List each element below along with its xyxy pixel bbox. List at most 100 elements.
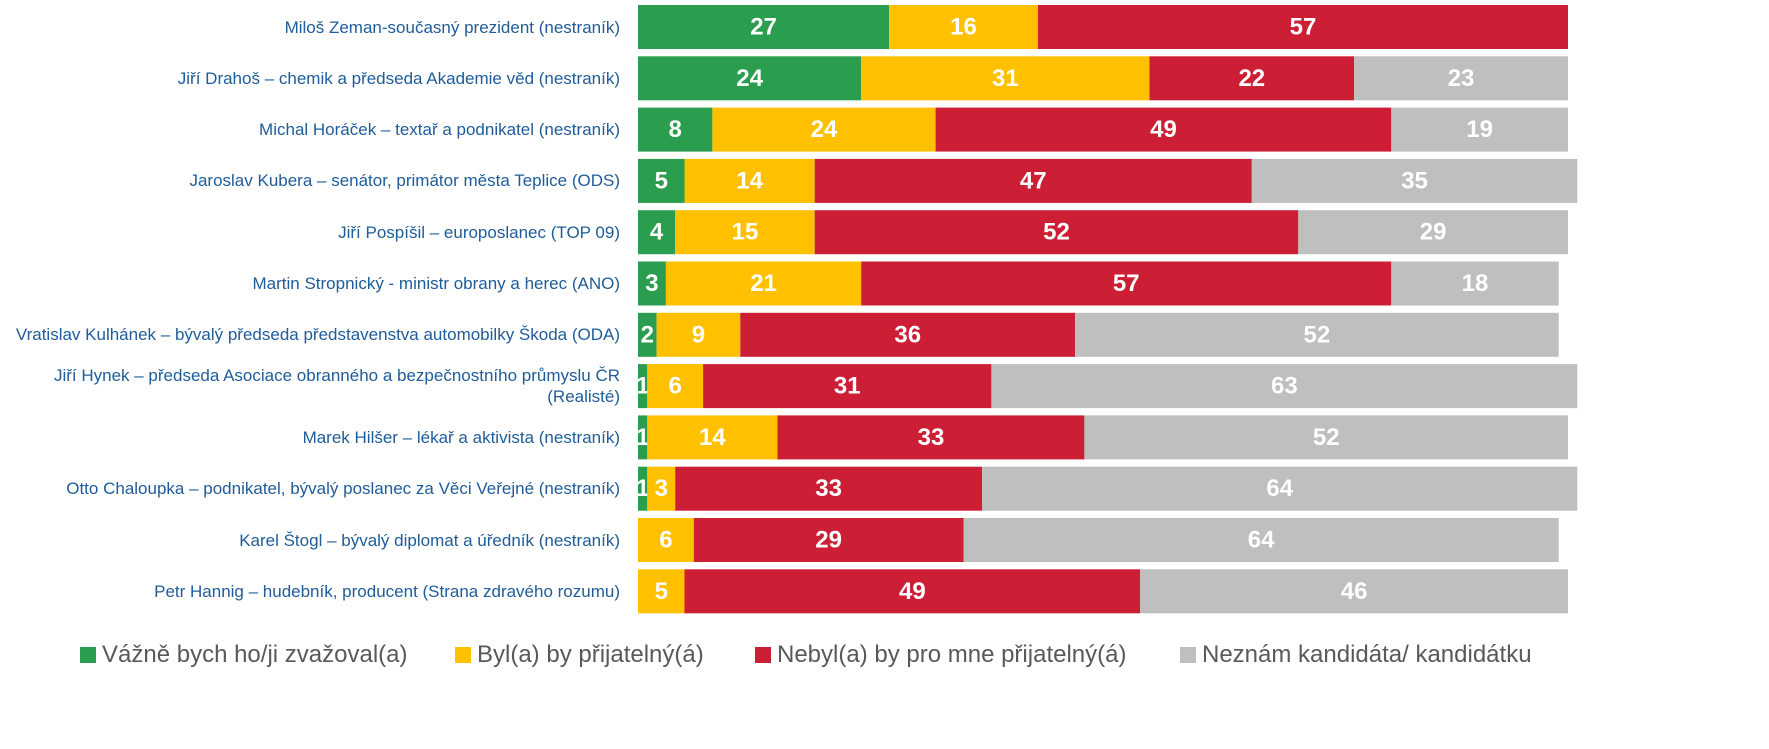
bar-segment — [656, 312, 741, 357]
legend-swatch — [80, 647, 96, 663]
category-label: Karel Štogl – bývalý diplomat a úředník … — [239, 530, 620, 550]
bar-segment — [1251, 158, 1578, 203]
value-label: 24 — [811, 116, 838, 143]
value-label: 5 — [655, 578, 668, 605]
category-label: Vratislav Kulhánek – bývalý předseda pře… — [15, 325, 620, 345]
legend-label: Byl(a) by přijatelný(á) — [477, 641, 704, 668]
bar-segment — [1354, 56, 1568, 101]
value-label: 33 — [918, 424, 945, 451]
category-label: Petr Hannig – hudebník, producent (Stran… — [154, 581, 620, 601]
value-label: 9 — [692, 321, 705, 348]
legend-item: Byl(a) by přijatelný(á) — [455, 640, 704, 670]
bar-segment — [638, 158, 685, 203]
value-label: 29 — [1420, 219, 1447, 246]
value-label: 16 — [950, 14, 977, 41]
bar-segment — [991, 364, 1578, 409]
bar-segment — [638, 56, 862, 101]
value-label: 64 — [1266, 475, 1293, 502]
bar-segment — [777, 415, 1085, 460]
bar-segment — [638, 466, 648, 511]
bar-segment — [861, 261, 1392, 306]
category-label: Otto Chaloupka – podnikatel, bývalý posl… — [66, 479, 620, 499]
legend-item: Vážně bych ho/ji zvažoval(a) — [80, 640, 407, 670]
bar-segment — [638, 107, 713, 152]
bar-segment — [1391, 107, 1568, 152]
value-label: 6 — [669, 373, 682, 400]
category-label: Martin Stropnický - ministr obrany a her… — [252, 274, 621, 293]
category-label: Marek Hilšer – lékař a aktivista (nestra… — [302, 427, 620, 447]
value-label: 64 — [1248, 527, 1275, 554]
legend-swatch — [755, 647, 771, 663]
legend-label: Vážně bych ho/ji zvažoval(a) — [102, 641, 408, 668]
category-label: Miloš Zeman-současný prezident (nestraní… — [284, 17, 620, 37]
value-label: 3 — [645, 270, 658, 297]
value-label: 21 — [750, 270, 777, 297]
category-label: Michal Horáček – textař a podnikatel (ne… — [259, 120, 620, 140]
value-label: 35 — [1401, 167, 1428, 194]
bar-segment — [963, 518, 1559, 562]
value-label: 29 — [815, 527, 842, 554]
bar-segment — [814, 158, 1252, 203]
legend-item: Nebyl(a) by pro mne přijatelný(á) — [755, 640, 1126, 670]
bar-segment — [1037, 5, 1568, 49]
value-label: 52 — [1304, 321, 1331, 348]
value-label: 33 — [815, 475, 842, 502]
value-label: 14 — [736, 167, 763, 194]
value-label: 18 — [1462, 270, 1489, 297]
bar-segment — [861, 56, 1150, 101]
bar-segment — [647, 364, 704, 409]
value-label: 63 — [1271, 373, 1298, 400]
bar-segment — [740, 312, 1076, 357]
value-label: 15 — [732, 219, 759, 246]
value-label: 57 — [1113, 270, 1140, 297]
value-label: 22 — [1238, 65, 1265, 92]
category-label: Jaroslav Kubera – senátor, primátor měst… — [189, 171, 620, 191]
bar-segment — [684, 158, 815, 203]
bar-segment — [638, 364, 648, 409]
bar-segment — [1391, 261, 1559, 306]
category-label: Jiří Hynek – předseda Asociace obranného… — [53, 366, 620, 407]
value-label: 24 — [736, 65, 763, 92]
value-label: 27 — [750, 14, 777, 41]
value-label: 23 — [1448, 65, 1475, 92]
bar-segment — [647, 466, 676, 511]
bar-segment — [638, 5, 890, 49]
bar-segment — [814, 210, 1299, 255]
bar-segment — [889, 5, 1038, 49]
value-label: 49 — [1150, 116, 1177, 143]
value-label: 8 — [669, 116, 682, 143]
value-label: 1 — [636, 475, 649, 502]
value-label: 31 — [992, 65, 1019, 92]
bar-segment — [665, 261, 862, 306]
bar-segment — [675, 466, 983, 511]
category-label: Jiří Drahoš – chemik a předseda Akademie… — [177, 68, 620, 88]
bar-segment — [684, 569, 1141, 614]
legend-swatch — [1180, 647, 1196, 663]
value-label: 6 — [659, 527, 672, 554]
bar-segment — [1084, 415, 1568, 460]
value-label: 31 — [834, 373, 861, 400]
bar-segment — [675, 210, 815, 255]
value-label: 1 — [636, 424, 649, 451]
bar-segment — [935, 107, 1392, 152]
bar-segment — [693, 518, 964, 562]
bar-segment — [638, 569, 685, 614]
value-label: 2 — [641, 321, 654, 348]
value-label: 5 — [655, 167, 668, 194]
legend-label: Nebyl(a) by pro mne přijatelný(á) — [777, 641, 1127, 668]
value-label: 57 — [1290, 14, 1317, 41]
bar-segment — [1298, 210, 1568, 255]
legend-label: Neznám kandidáta/ kandidátku — [1202, 641, 1532, 668]
value-label: 52 — [1313, 424, 1340, 451]
bar-segment — [1149, 56, 1355, 101]
value-label: 1 — [636, 373, 649, 400]
bar-segment — [1075, 312, 1559, 357]
value-label: 49 — [899, 578, 926, 605]
value-label: 14 — [699, 424, 726, 451]
bar-segment — [647, 415, 778, 460]
value-label: 3 — [655, 475, 668, 502]
bar-segment — [638, 518, 694, 562]
bar-segment — [982, 466, 1578, 511]
value-label: 46 — [1341, 578, 1368, 605]
value-label: 36 — [894, 321, 921, 348]
